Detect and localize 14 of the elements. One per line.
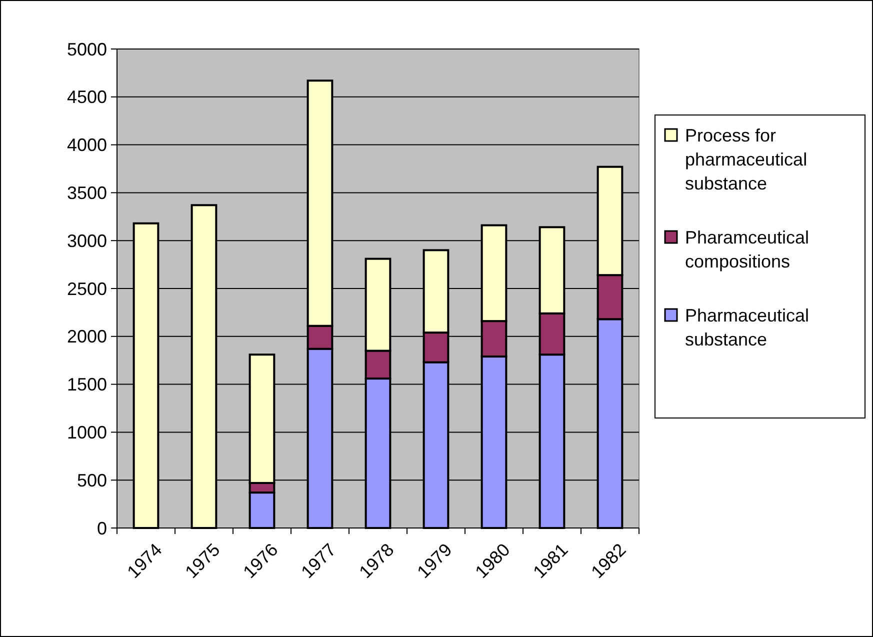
y-tick-label: 1500 — [66, 374, 107, 395]
y-tick-label: 1000 — [66, 422, 107, 442]
legend-label: Pharamceutical compositions — [685, 227, 810, 272]
legend-label: Pharmaceutical substance — [685, 305, 810, 350]
y-tick-label: 3500 — [66, 183, 107, 203]
y-tick-label: 5000 — [66, 39, 107, 60]
y-tick-label: 0 — [96, 518, 107, 538]
y-tick-label: 3000 — [66, 230, 107, 251]
y-tick-label: 4500 — [66, 87, 107, 108]
y-tick-label: 2500 — [66, 278, 107, 299]
y-tick-label: 4000 — [66, 135, 107, 156]
y-tick-label: 2000 — [66, 326, 107, 347]
y-tick-label: 500 — [76, 470, 107, 490]
legend-label: Process for pharmaceutical substance — [685, 125, 808, 194]
